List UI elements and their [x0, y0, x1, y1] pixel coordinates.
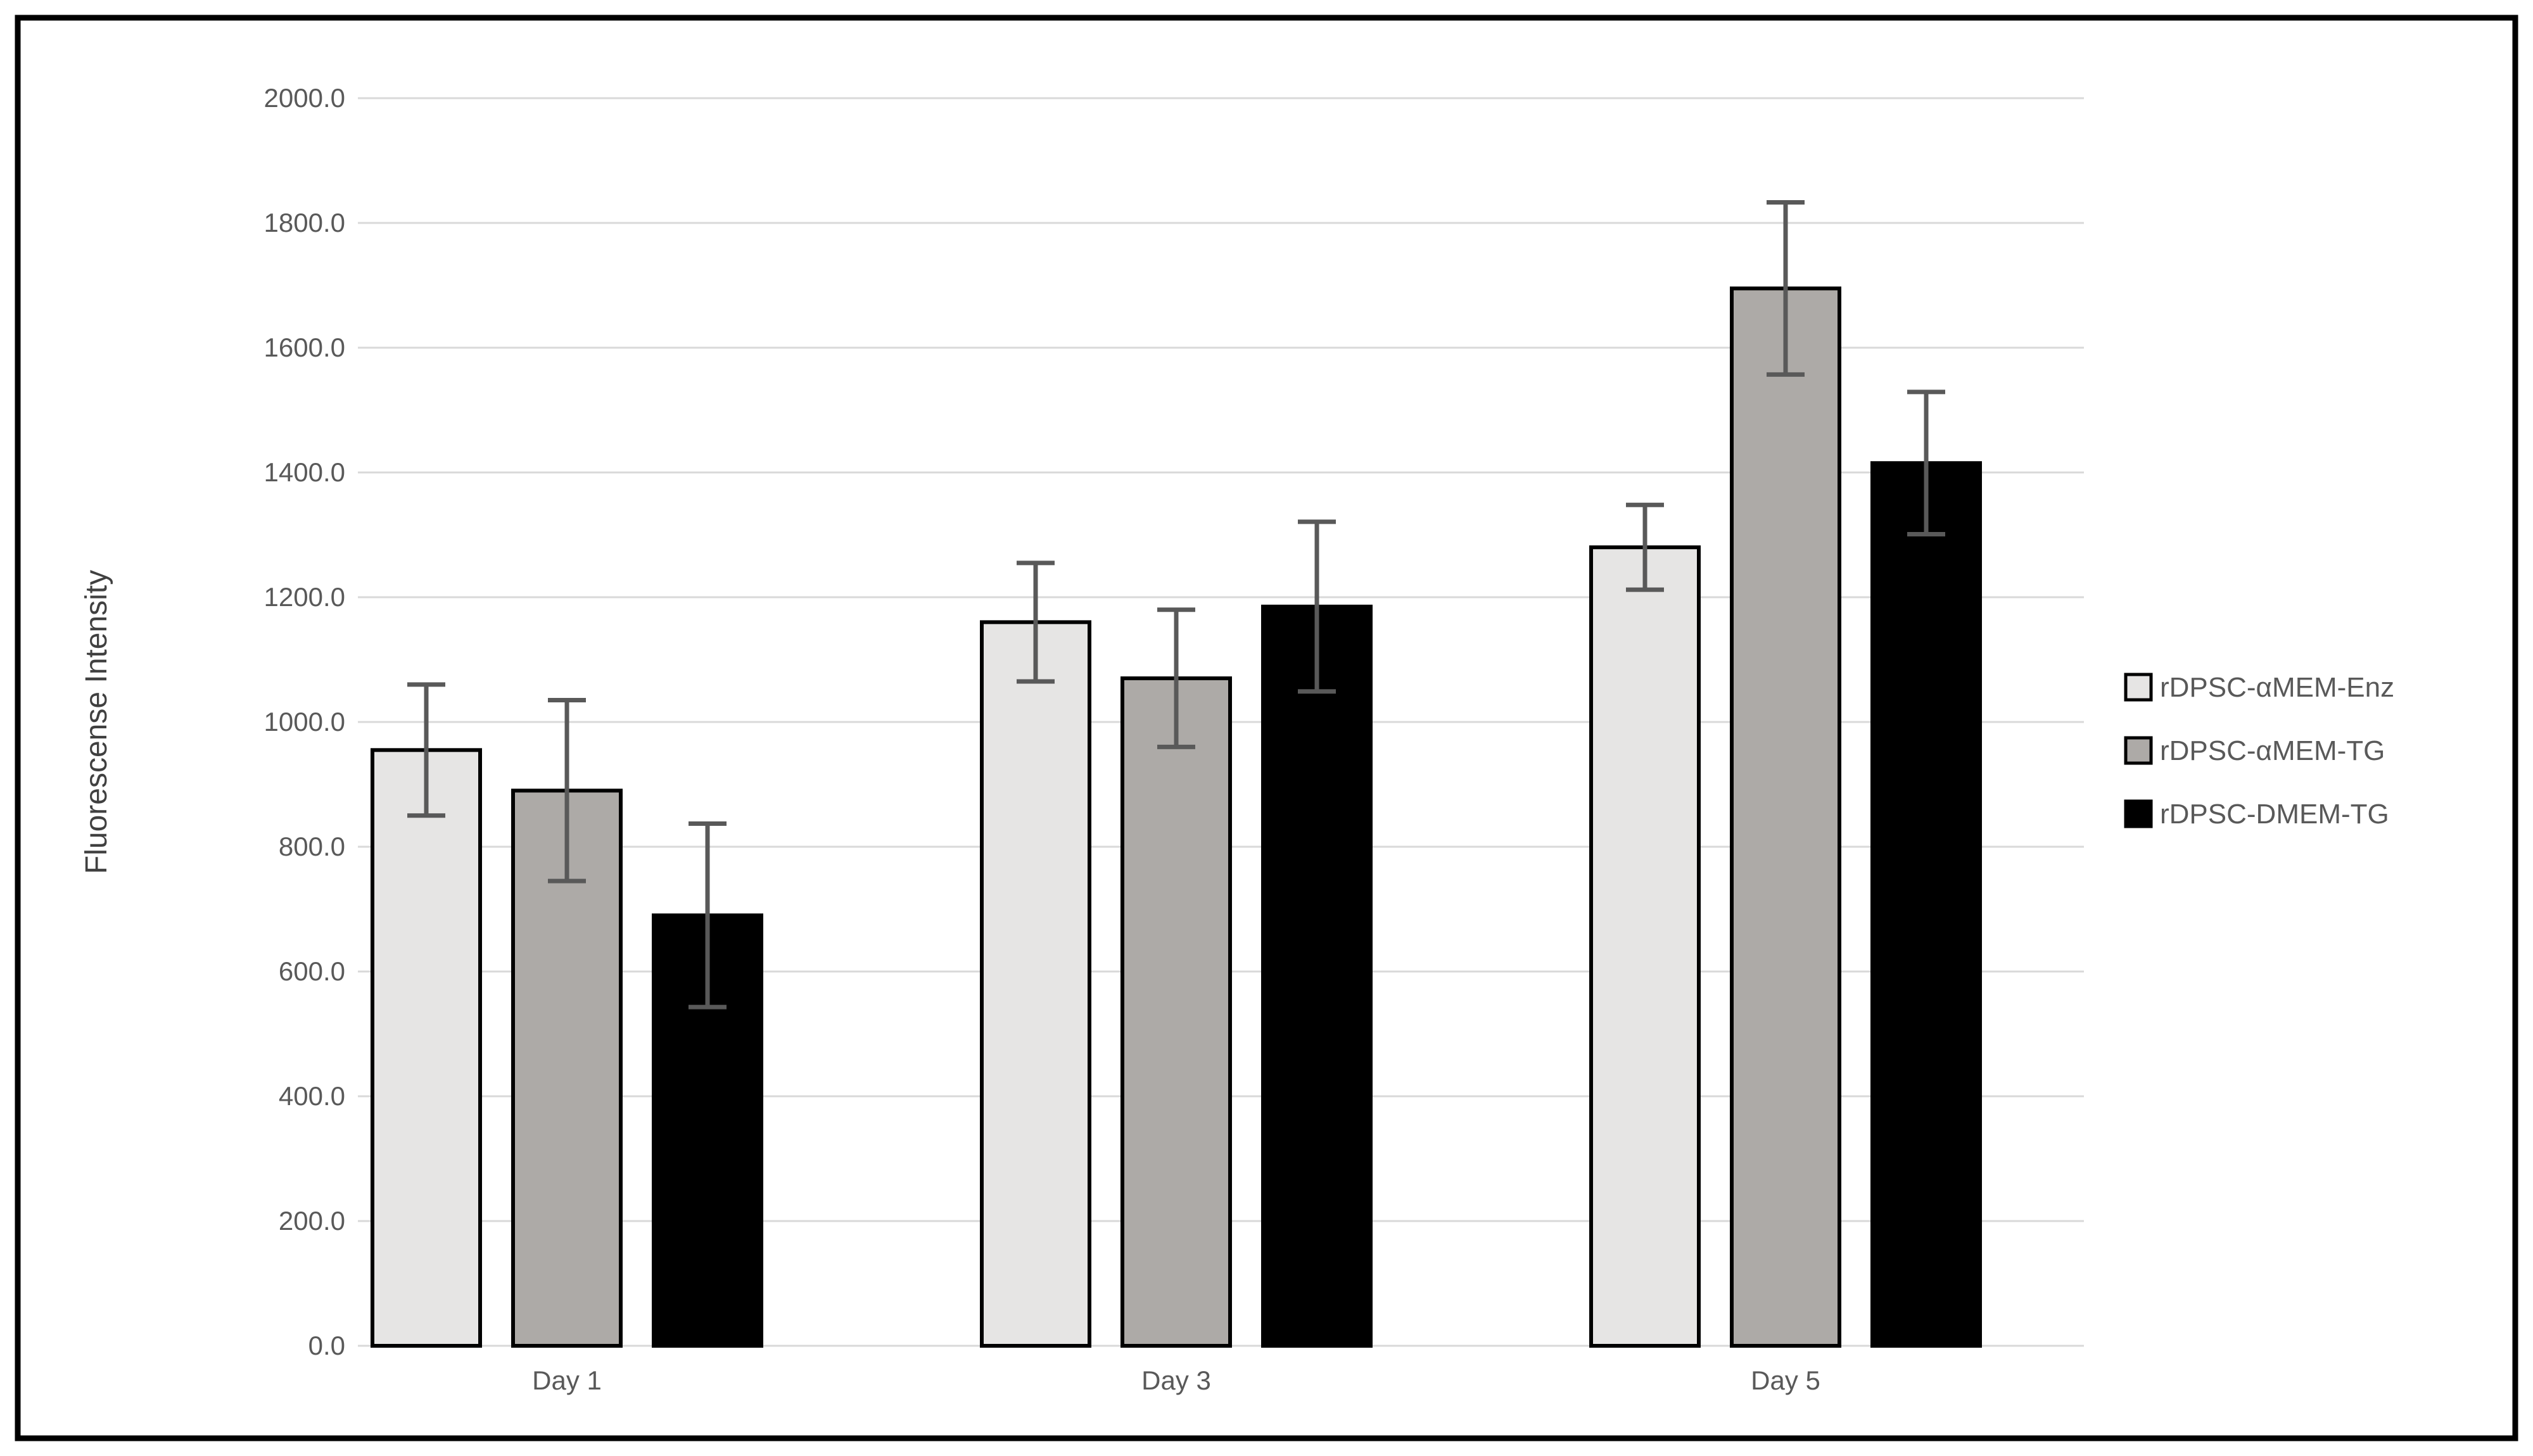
y-axis-tick-label-600-0: 600.0 [279, 956, 345, 986]
bar-day-3-rdpsc-mem-tg [1120, 676, 1232, 1348]
y-axis-tick-label-800-0: 800.0 [279, 832, 345, 861]
bar-day-3-rdpsc-mem-enz [980, 620, 1091, 1348]
y-axis-tick-label-1000-0: 1000.0 [264, 707, 345, 737]
legend-label-rdpsc-mem-enz: rDPSC-αMEM-Enz [2160, 672, 2394, 703]
bar-day-1-rdpsc-mem-enz [371, 748, 482, 1348]
bar-day-5-rdpsc-mem-tg [1730, 286, 1841, 1348]
figure-frame-border [15, 15, 2518, 1441]
y-axis-title: Fluorescense Intensity [80, 570, 113, 874]
legend-label-rdpsc-dmem-tg: rDPSC-DMEM-TG [2160, 799, 2389, 830]
y-axis-tick-label-0-0: 0.0 [308, 1331, 345, 1360]
bar-day-5-rdpsc-dmem-tg [1870, 461, 1982, 1348]
legend-swatch-rdpsc-mem-tg [2124, 736, 2153, 765]
legend-swatch-rdpsc-dmem-tg [2124, 799, 2153, 828]
bar-day-3-rdpsc-dmem-tg [1261, 604, 1373, 1348]
x-axis-tick-label-day-5: Day 5 [1751, 1365, 1820, 1395]
y-axis-tick-label-1200-0: 1200.0 [264, 582, 345, 612]
y-axis-tick-label-1600-0: 1600.0 [264, 332, 345, 362]
bar-day-5-rdpsc-mem-enz [1589, 545, 1701, 1348]
y-axis-tick-label-400-0: 400.0 [279, 1081, 345, 1111]
y-axis-tick-label-200-0: 200.0 [279, 1206, 345, 1236]
legend-label-rdpsc-mem-tg: rDPSC-αMEM-TG [2160, 735, 2385, 766]
y-axis-tick-label-1400-0: 1400.0 [264, 457, 345, 487]
x-axis-tick-label-day-1: Day 1 [532, 1365, 602, 1395]
y-axis-tick-label-1800-0: 1800.0 [264, 208, 345, 237]
y-axis-tick-label-2000-0: 2000.0 [264, 83, 345, 113]
x-axis-tick-label-day-3: Day 3 [1141, 1365, 1211, 1395]
legend-swatch-rdpsc-mem-enz [2124, 673, 2153, 702]
